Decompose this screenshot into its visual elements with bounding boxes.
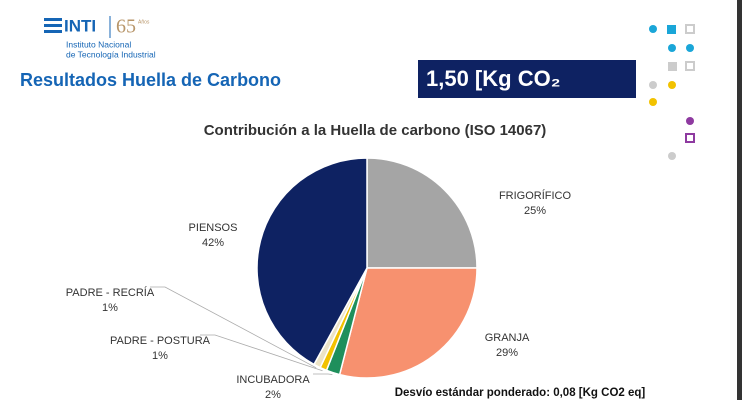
institute: de Tecnología Industrial — [66, 49, 156, 59]
pie: FRIGORÍFICO 25% GRANJA 29% INCUBADORA 2% PADRE… — [66, 157, 572, 400]
slice-value: 1% — [102, 302, 118, 314]
slice-value: 1% — [152, 350, 168, 362]
leader-line — [200, 334, 323, 372]
slice-label: GRANJA — [485, 332, 530, 344]
slice-label: PADRE - POSTURA — [110, 335, 211, 347]
anniversary: 65 — [116, 16, 136, 38]
institute: Instituto Nacional — [66, 39, 131, 49]
pie-slice — [256, 157, 368, 366]
slice-label: FRIGORÍFICO — [499, 189, 572, 202]
footer: Desvío estándar ponderado: 0,08 [Kg CO2 … — [395, 387, 646, 399]
logo-lines — [44, 18, 62, 33]
edge — [737, 0, 742, 400]
chart-title: Contribución a la Huella de carbono (ISO… — [204, 122, 547, 139]
leader-line — [150, 286, 317, 369]
pie-slice — [366, 157, 478, 269]
slice-value: 29% — [496, 347, 518, 359]
pie-slice — [338, 267, 478, 379]
slice-label: PIENSOS — [189, 222, 238, 234]
result: 1,50 [Kg CO₂ — [426, 66, 560, 91]
decoration — [649, 24, 695, 160]
slice-label: INCUBADORA — [236, 374, 310, 386]
logo: INTI — [64, 16, 96, 35]
leader-line — [313, 373, 333, 375]
slice-value: 2% — [265, 389, 281, 400]
slice-label: PADRE - RECRÍA — [66, 286, 155, 299]
slide-title: Resultados Huella de Carbono — [20, 70, 281, 90]
result-box — [418, 60, 636, 98]
anniversary-note: Años — [138, 19, 150, 25]
slice-value: 42% — [202, 237, 224, 249]
slice-value: 25% — [524, 205, 546, 217]
